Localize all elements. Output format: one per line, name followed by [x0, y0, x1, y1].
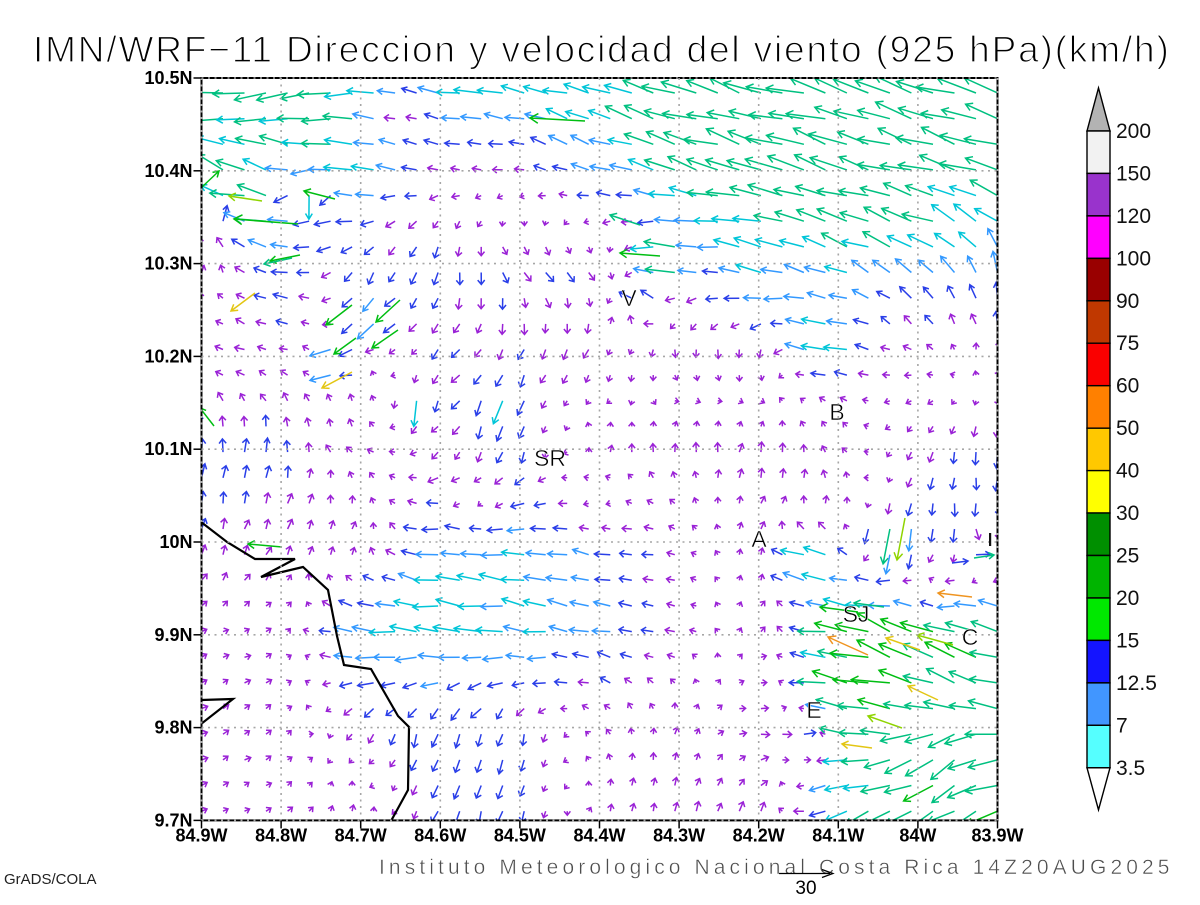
svg-text:60: 60: [1116, 375, 1139, 398]
svg-text:25: 25: [1116, 545, 1139, 568]
svg-text:E: E: [806, 697, 821, 723]
svg-text:200: 200: [1116, 120, 1151, 143]
svg-text:84.2W: 84.2W: [733, 825, 785, 845]
svg-text:A: A: [751, 526, 767, 552]
svg-text:GrADS/COLA: GrADS/COLA: [4, 871, 97, 888]
svg-text:84.7W: 84.7W: [335, 825, 387, 845]
svg-text:10.5N: 10.5N: [144, 68, 192, 88]
svg-text:9.9N: 9.9N: [154, 625, 192, 645]
svg-text:B: B: [829, 399, 844, 425]
svg-text:20: 20: [1116, 587, 1139, 610]
svg-text:84.9W: 84.9W: [175, 825, 227, 845]
svg-text:83.9W: 83.9W: [971, 825, 1023, 845]
svg-text:IMN/WRF−11 Direccion y velocid: IMN/WRF−11 Direccion y velocidad del vie…: [33, 29, 1171, 70]
svg-text:84.1W: 84.1W: [812, 825, 864, 845]
svg-text:10.2N: 10.2N: [144, 346, 192, 366]
svg-text:V: V: [621, 285, 637, 311]
svg-text:100: 100: [1116, 247, 1151, 270]
svg-text:84.6W: 84.6W: [414, 825, 466, 845]
svg-text:120: 120: [1116, 205, 1151, 228]
svg-text:3.5: 3.5: [1116, 757, 1145, 780]
svg-text:15: 15: [1116, 629, 1139, 652]
svg-text:9.7N: 9.7N: [154, 810, 192, 830]
svg-text:C: C: [962, 624, 979, 650]
svg-text:10N: 10N: [159, 532, 192, 552]
svg-text:10.3N: 10.3N: [144, 254, 192, 274]
svg-text:10.1N: 10.1N: [144, 439, 192, 459]
svg-text:84.3W: 84.3W: [653, 825, 705, 845]
svg-text:9.8N: 9.8N: [154, 718, 192, 738]
svg-text:12.5: 12.5: [1116, 672, 1157, 695]
svg-text:40: 40: [1116, 460, 1139, 483]
svg-text:SJ: SJ: [843, 601, 870, 627]
svg-text:84W: 84W: [899, 825, 936, 845]
svg-text:50: 50: [1116, 417, 1139, 440]
svg-text:10.4N: 10.4N: [144, 161, 192, 181]
svg-text:84.8W: 84.8W: [255, 825, 307, 845]
svg-text:SR: SR: [534, 445, 566, 471]
svg-text:7: 7: [1116, 714, 1128, 737]
svg-text:75: 75: [1116, 332, 1139, 355]
svg-text:90: 90: [1116, 290, 1139, 313]
svg-text:30: 30: [1116, 502, 1139, 525]
svg-text:84.4W: 84.4W: [573, 825, 625, 845]
svg-text:84.5W: 84.5W: [494, 825, 546, 845]
svg-text:Instituto Meteorologico Nacion: Instituto Meteorologico Nacional Costa R…: [379, 856, 1174, 879]
svg-text:30: 30: [795, 878, 816, 899]
svg-text:150: 150: [1116, 162, 1151, 185]
